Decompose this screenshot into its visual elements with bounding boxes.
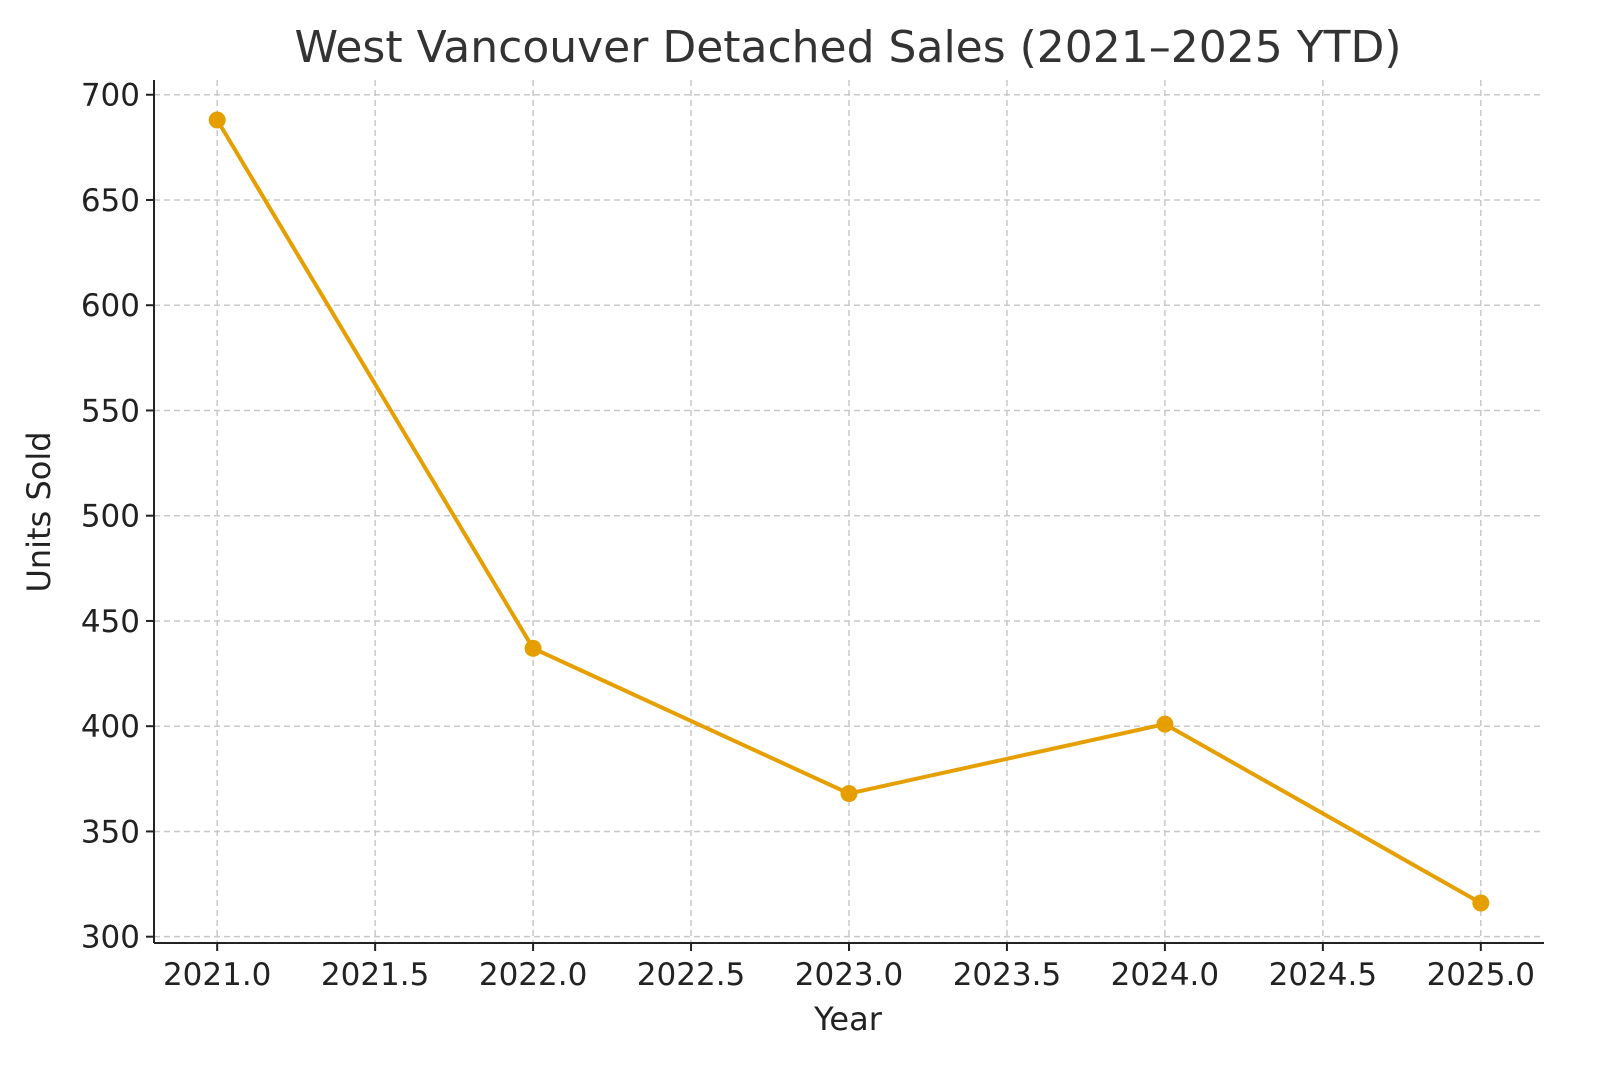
data-point [1472, 894, 1490, 912]
data-point [524, 639, 542, 657]
x-tick-label: 2023.5 [953, 957, 1061, 993]
x-tick-label: 2021.0 [163, 957, 271, 993]
x-tick-label: 2024.0 [1111, 957, 1219, 993]
x-tick-label: 2022.0 [479, 957, 587, 993]
y-tick-label: 550 [81, 393, 140, 429]
x-tick-label: 2023.0 [795, 957, 903, 993]
x-tick-label: 2022.5 [637, 957, 745, 993]
y-axis-label: Units Sold [20, 431, 58, 592]
y-axis-ticks: 300 350 400 450 500 550 600 650 700 [81, 78, 154, 956]
chart-title: West Vancouver Detached Sales (2021–2025… [294, 22, 1401, 73]
data-point [1156, 715, 1174, 733]
y-tick-label: 300 [81, 920, 140, 956]
y-tick-label: 500 [81, 499, 140, 535]
y-tick-label: 400 [81, 709, 140, 745]
series [208, 111, 1490, 912]
y-tick-label: 450 [81, 604, 140, 640]
x-axis-ticks: 2021.0 2021.5 2022.0 2022.5 2023.0 2023.5 2024… [163, 943, 1535, 993]
y-tick-label: 650 [81, 183, 140, 219]
data-point [840, 785, 858, 803]
x-tick-label: 2021.5 [321, 957, 429, 993]
data-point [208, 111, 226, 129]
grid [154, 80, 1544, 943]
y-tick-label: 600 [81, 288, 140, 324]
y-tick-label: 350 [81, 814, 140, 850]
x-axis-label: Year [813, 1000, 883, 1038]
x-tick-label: 2025.0 [1427, 957, 1535, 993]
y-tick-label: 700 [81, 78, 140, 114]
x-tick-label: 2024.5 [1269, 957, 1377, 993]
